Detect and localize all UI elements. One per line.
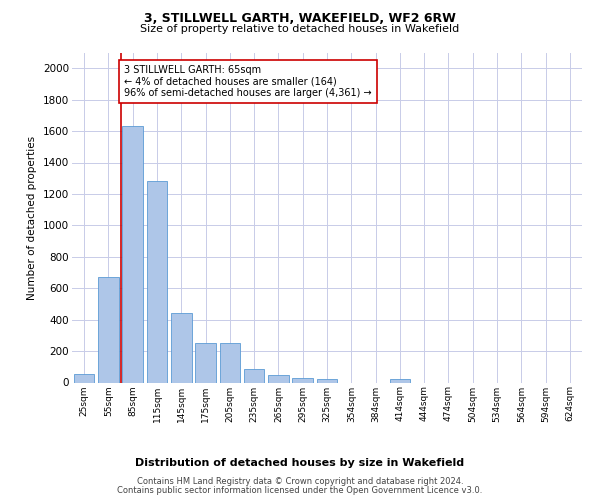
Bar: [122, 126, 143, 382]
Text: Distribution of detached houses by size in Wakefield: Distribution of detached houses by size …: [136, 458, 464, 468]
Text: 3, STILLWELL GARTH, WAKEFIELD, WF2 6RW: 3, STILLWELL GARTH, WAKEFIELD, WF2 6RW: [144, 12, 456, 26]
Bar: [171, 314, 191, 382]
Bar: [244, 369, 265, 382]
Text: Contains public sector information licensed under the Open Government Licence v3: Contains public sector information licen…: [118, 486, 482, 495]
Bar: [292, 378, 313, 382]
Bar: [268, 376, 289, 382]
Text: Size of property relative to detached houses in Wakefield: Size of property relative to detached ho…: [140, 24, 460, 34]
Bar: [195, 343, 216, 382]
Bar: [317, 380, 337, 382]
Text: Contains HM Land Registry data © Crown copyright and database right 2024.: Contains HM Land Registry data © Crown c…: [137, 477, 463, 486]
Bar: [98, 277, 119, 382]
Bar: [74, 374, 94, 382]
Bar: [389, 380, 410, 382]
Bar: [146, 182, 167, 382]
Text: 3 STILLWELL GARTH: 65sqm
← 4% of detached houses are smaller (164)
96% of semi-d: 3 STILLWELL GARTH: 65sqm ← 4% of detache…: [124, 65, 372, 98]
Y-axis label: Number of detached properties: Number of detached properties: [28, 136, 37, 300]
Bar: [220, 343, 240, 382]
